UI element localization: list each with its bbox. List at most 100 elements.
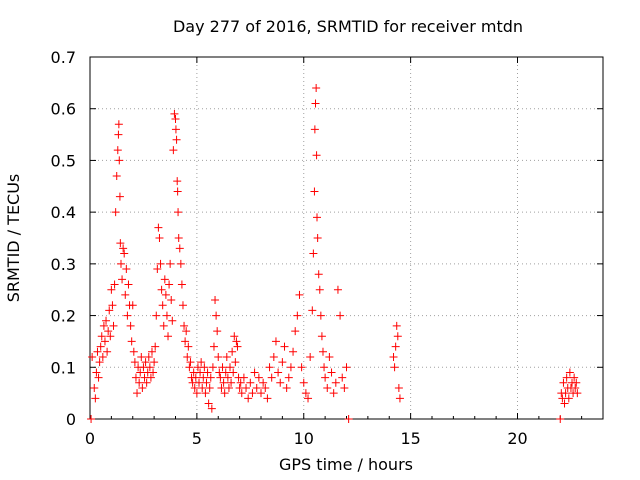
data-point xyxy=(211,296,220,305)
data-point xyxy=(106,332,115,341)
data-point xyxy=(327,368,336,377)
data-point xyxy=(136,368,145,377)
y-tick-label: 0.6 xyxy=(51,100,76,119)
data-point xyxy=(153,265,162,274)
data-point xyxy=(229,368,238,377)
data-point xyxy=(209,342,218,351)
y-axis-label: SRMTID / TECUs xyxy=(4,174,23,303)
data-point xyxy=(218,363,227,372)
data-point xyxy=(171,115,180,124)
data-point xyxy=(114,130,123,139)
data-point xyxy=(195,378,204,387)
data-point xyxy=(119,244,128,253)
data-point xyxy=(94,373,103,382)
data-point xyxy=(219,378,228,387)
data-point xyxy=(100,337,109,346)
data-point xyxy=(170,109,179,118)
data-point xyxy=(237,389,246,398)
data-point xyxy=(207,404,216,413)
data-point xyxy=(325,352,334,361)
data-point xyxy=(191,373,200,382)
data-point xyxy=(156,259,165,268)
data-point xyxy=(109,321,118,330)
data-point xyxy=(323,383,332,392)
data-point xyxy=(203,368,212,377)
data-point xyxy=(157,285,166,294)
data-point xyxy=(252,383,261,392)
data-point xyxy=(246,378,255,387)
data-point xyxy=(333,285,342,294)
data-point xyxy=(93,347,102,356)
y-tick-label: 0.4 xyxy=(51,203,76,222)
data-point xyxy=(164,332,173,341)
data-point xyxy=(144,352,153,361)
y-tick-label: 0.5 xyxy=(51,151,76,170)
data-point xyxy=(198,383,207,392)
data-point xyxy=(181,337,190,346)
x-tick-label: 0 xyxy=(85,429,95,448)
data-point xyxy=(155,234,164,242)
data-point xyxy=(87,415,96,423)
data-point xyxy=(336,311,345,320)
data-point xyxy=(310,187,319,196)
data-point xyxy=(308,306,317,315)
data-point xyxy=(571,383,580,392)
data-point xyxy=(295,290,304,299)
y-tick-label: 0 xyxy=(66,410,76,429)
data-point xyxy=(103,347,112,356)
data-point xyxy=(280,342,289,351)
data-point xyxy=(183,352,192,361)
x-tick-label: 20 xyxy=(507,429,527,448)
data-point xyxy=(154,223,163,232)
data-point xyxy=(304,394,313,403)
data-point xyxy=(158,301,167,310)
data-point xyxy=(231,358,240,367)
data-point xyxy=(168,316,177,325)
data-point xyxy=(282,383,291,392)
data-point xyxy=(111,208,120,217)
data-point xyxy=(248,389,257,398)
data-point xyxy=(162,311,171,320)
data-point xyxy=(232,337,241,346)
data-point xyxy=(169,146,178,155)
data-point xyxy=(152,311,161,320)
data-point xyxy=(239,373,248,382)
data-point xyxy=(197,358,206,367)
data-point xyxy=(159,321,168,330)
data-point xyxy=(313,213,322,222)
data-point xyxy=(250,368,259,377)
chart-title: Day 277 of 2016, SRMTID for receiver mtd… xyxy=(173,17,523,36)
data-point xyxy=(130,358,139,367)
data-point xyxy=(131,373,140,382)
data-point xyxy=(113,146,122,155)
data-point xyxy=(391,342,400,351)
data-point xyxy=(150,358,159,367)
data-point xyxy=(217,383,226,392)
data-point xyxy=(254,373,263,382)
data-point xyxy=(556,415,565,423)
data-point xyxy=(137,352,146,361)
data-point xyxy=(313,234,322,242)
y-tick-label: 0.1 xyxy=(51,358,76,377)
axis-ticks: 0 5 10 15 20 0 0.1 0.2 0.3 0.4 0.5 0.6 0.7 xyxy=(51,48,603,448)
data-point xyxy=(90,383,99,392)
data-point xyxy=(315,285,324,294)
data-point xyxy=(123,311,132,320)
data-point xyxy=(265,363,274,372)
data-point xyxy=(114,120,123,129)
data-point xyxy=(151,342,160,351)
data-point xyxy=(173,187,182,196)
data-point xyxy=(213,327,222,336)
data-point xyxy=(289,347,298,356)
data-point xyxy=(206,373,215,382)
data-point xyxy=(124,280,133,289)
data-point xyxy=(177,280,186,289)
data-point xyxy=(259,378,268,387)
data-point xyxy=(286,363,295,372)
data-point xyxy=(317,332,326,341)
data-point xyxy=(105,306,114,315)
data-point xyxy=(142,378,151,387)
data-point xyxy=(96,342,105,351)
data-point xyxy=(321,373,330,382)
